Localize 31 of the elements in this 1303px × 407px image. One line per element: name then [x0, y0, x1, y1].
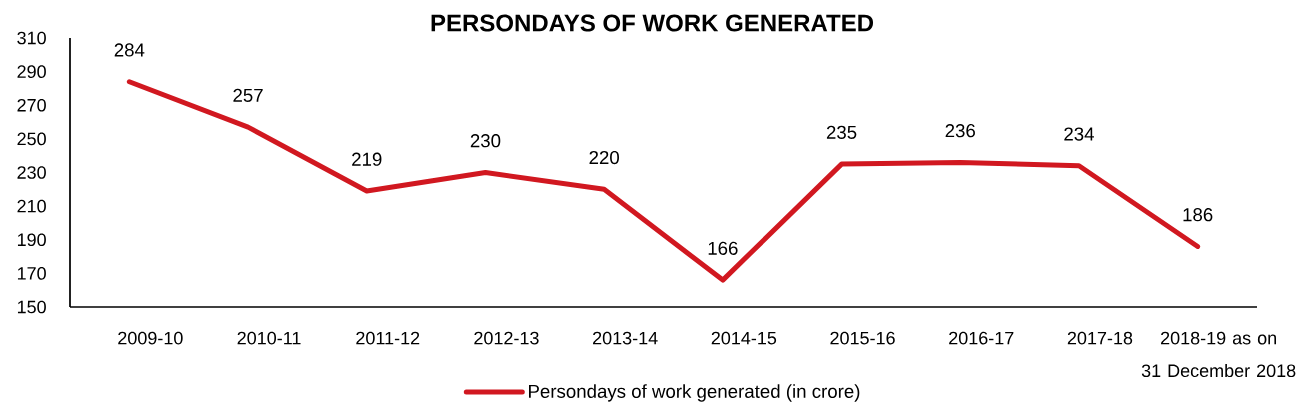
x-tick-label: 2015-16 [830, 331, 895, 345]
data-label: 284 [114, 43, 145, 57]
x-tick-label: 2016-17 [949, 331, 1014, 345]
x-tick-label: 2010-11 [237, 331, 301, 345]
data-label: 230 [470, 134, 501, 148]
x-tick-label: 2017-18 [1067, 331, 1133, 345]
data-label: 186 [1183, 208, 1213, 222]
data-label: 235 [826, 125, 857, 139]
y-tick-label: 270 [17, 98, 46, 112]
x-tick-label: 2009-10 [118, 331, 183, 345]
y-tick-label: 190 [17, 233, 46, 247]
data-label: 220 [589, 150, 619, 165]
y-tick-label: 170 [17, 267, 46, 280]
data-label: 166 [708, 241, 738, 255]
data-label: 219 [352, 152, 382, 166]
x-tick-label: 2018-19 as on 31 December 2018 [1141, 331, 1296, 378]
legend-label: Persondays of work generated (in crore) [529, 384, 860, 402]
x-tick-label: 2013-14 [593, 331, 658, 345]
chart-title: PERSONDAYS OF WORK GENERATED [431, 14, 874, 32]
y-tick-label: 290 [17, 65, 46, 78]
data-label: 257 [233, 88, 263, 102]
y-tick-label: 250 [17, 132, 46, 146]
y-tick-label: 150 [17, 300, 46, 314]
x-tick-label: 2012-13 [474, 331, 539, 345]
y-tick-label: 310 [17, 31, 46, 45]
y-tick-label: 230 [17, 166, 46, 179]
x-tick-label: 2011-12 [356, 331, 420, 345]
x-tick-label: 2014-15 [711, 331, 777, 345]
data-label: 234 [1064, 127, 1094, 141]
data-label: 236 [945, 124, 975, 138]
y-tick-label: 210 [17, 199, 46, 213]
